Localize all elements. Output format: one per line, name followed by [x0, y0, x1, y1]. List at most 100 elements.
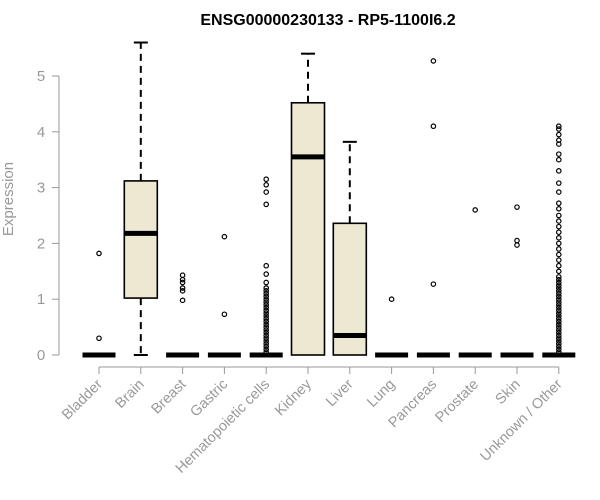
- y-tick-label: 1: [37, 291, 45, 308]
- outlier-point: [514, 237, 520, 244]
- outlier-point: [263, 299, 270, 305]
- outlier-point: [555, 332, 562, 339]
- outlier-point: [555, 299, 562, 305]
- box-pancreas: [416, 58, 450, 358]
- y-axis: 0 1 2 3 4 5: [37, 68, 60, 364]
- outlier-point: [263, 304, 270, 311]
- outlier-point: [555, 324, 562, 330]
- y-tick-label: 0: [37, 347, 45, 364]
- outlier-point: [555, 251, 562, 258]
- box-lung: [375, 296, 409, 358]
- outlier-point: [263, 301, 270, 308]
- outlier-point: [555, 313, 562, 319]
- x-tick-label: Bladder: [59, 376, 106, 423]
- outlier-point: [555, 296, 562, 303]
- outlier-point: [555, 301, 562, 308]
- outlier-point: [263, 296, 270, 303]
- box-gastric: [207, 233, 241, 358]
- box-body: [290, 101, 326, 356]
- outlier-point: [263, 321, 270, 328]
- box-prostate: [458, 207, 492, 358]
- outlier-point: [263, 327, 270, 333]
- outlier-point: [555, 304, 562, 311]
- outlier-point: [179, 297, 186, 304]
- outlier-point: [263, 176, 270, 183]
- outlier-point: [555, 290, 562, 297]
- outlier-point: [555, 285, 562, 291]
- outlier-point: [555, 268, 562, 275]
- outlier-point: [555, 131, 562, 138]
- outlier-point: [555, 321, 562, 328]
- outlier-point: [555, 200, 562, 207]
- outlier-point: [555, 288, 562, 294]
- y-tick-label: 2: [37, 235, 45, 252]
- outlier-point: [555, 180, 562, 186]
- outlier-point: [263, 290, 270, 297]
- outlier-point: [430, 123, 437, 130]
- outlier-point: [96, 250, 102, 257]
- outlier-point: [263, 324, 270, 330]
- outlier-point: [263, 346, 270, 353]
- outlier-point: [263, 262, 270, 269]
- outlier-point: [555, 189, 562, 195]
- outlier-point: [555, 346, 562, 353]
- y-tick-label: 4: [37, 124, 45, 141]
- outlier-point: [555, 218, 562, 224]
- box-breast: [166, 272, 200, 358]
- outlier-point: [555, 349, 562, 356]
- outlier-point: [514, 204, 520, 210]
- outlier-point: [263, 332, 270, 339]
- outlier-point: [263, 279, 270, 286]
- outlier-point: [263, 293, 270, 300]
- outlier-point: [555, 335, 562, 342]
- outlier-point: [555, 307, 562, 314]
- outlier-point: [555, 235, 562, 241]
- outlier-point: [263, 343, 270, 350]
- outlier-point: [96, 335, 102, 342]
- outlier-point: [555, 137, 562, 143]
- outlier-point: [555, 206, 562, 212]
- y-axis-label: Expression: [0, 162, 17, 236]
- outlier-point: [555, 282, 562, 289]
- outlier-point: [555, 276, 562, 283]
- outlier-point: [430, 281, 437, 287]
- outlier-point: [555, 246, 562, 252]
- outlier-point: [555, 126, 562, 132]
- outlier-point: [555, 327, 562, 333]
- outlier-point: [555, 123, 562, 130]
- chart-title: ENSG00000230133 - RP5-1100I6.2: [200, 12, 455, 29]
- outlier-point: [555, 341, 562, 347]
- x-tick-label: Liver: [323, 376, 357, 410]
- outlier-point: [555, 338, 562, 344]
- outlier-point: [555, 262, 562, 269]
- outlier-point: [555, 318, 562, 325]
- x-tick-label: Lung: [364, 377, 398, 411]
- box-liver: [332, 140, 368, 356]
- box-body: [123, 180, 159, 299]
- x-tick-label: Skin: [493, 377, 524, 408]
- outlier-point: [555, 240, 562, 247]
- outlier-point: [263, 201, 270, 208]
- outlier-point: [555, 156, 562, 163]
- outlier-point: [555, 293, 562, 300]
- box-unknown-other: [542, 123, 576, 358]
- outlier-point: [179, 288, 186, 294]
- outlier-point: [263, 335, 270, 342]
- outlier-point: [555, 212, 562, 219]
- outlier-point: [263, 271, 270, 277]
- x-tick-label: Kidney: [272, 376, 315, 419]
- x-tick-label: Breast: [148, 377, 189, 418]
- outlier-point: [263, 307, 270, 314]
- outlier-point: [555, 229, 562, 236]
- x-tick-label: Prostate: [433, 377, 482, 426]
- outlier-point: [221, 233, 228, 240]
- outlier-point: [555, 151, 562, 157]
- outlier-point: [263, 285, 270, 291]
- outlier-point: [430, 58, 437, 64]
- outlier-point: [263, 189, 270, 195]
- box-kidney: [290, 52, 326, 356]
- outlier-point: [221, 311, 228, 318]
- outlier-point: [263, 288, 270, 294]
- outlier-point: [263, 349, 270, 356]
- outlier-point: [472, 207, 479, 213]
